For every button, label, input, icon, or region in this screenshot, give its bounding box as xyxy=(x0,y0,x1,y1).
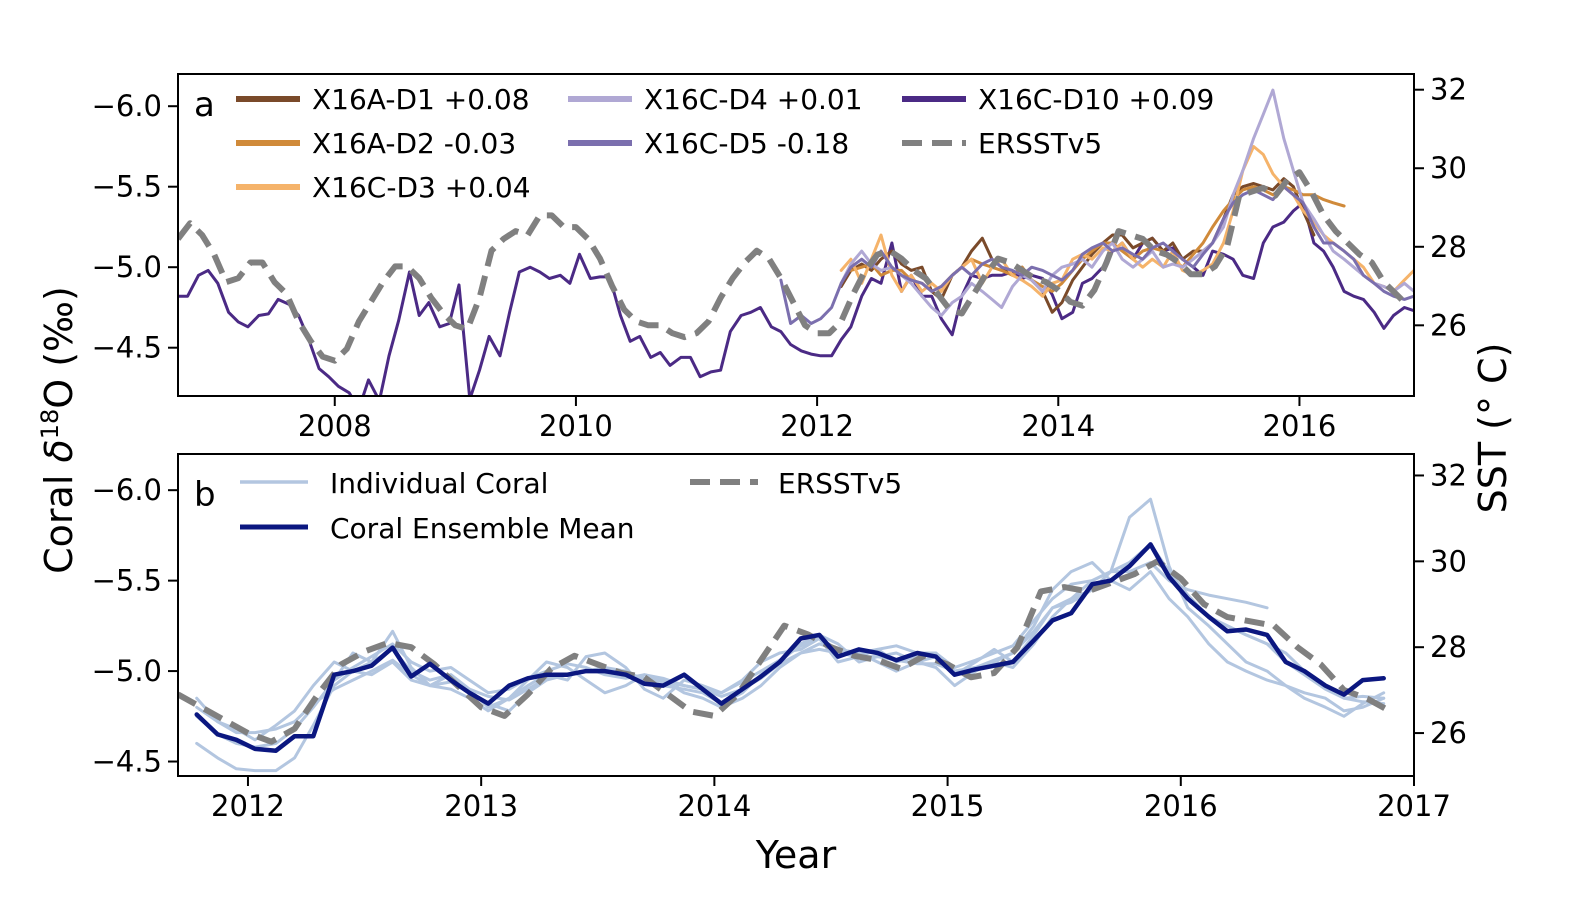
legend-label-x16a-d1: X16A-D1 +0.08 xyxy=(312,83,530,116)
x-tick-label-b: 2012 xyxy=(211,789,285,823)
y2-tick-label-a: 26 xyxy=(1430,308,1467,342)
panel-b-ticks: 2012 2013 2014 2015 2016 2017 −6.0 −5.5 −5.0 −4.5… xyxy=(92,458,1467,823)
x-axis-title: Year xyxy=(755,833,837,877)
y2-tick-label-b: 28 xyxy=(1430,630,1467,664)
legend-label-ersstv5-b: ERSSTv5 xyxy=(778,467,902,500)
legend-label-individual-coral: Individual Coral xyxy=(330,467,548,500)
series-line-a-x16a-d1-0-08 xyxy=(839,177,1316,314)
series-line-b-coral-ensemble-mean xyxy=(194,542,1386,753)
legend-label-ensemble-mean: Coral Ensemble Mean xyxy=(330,512,635,545)
x-tick-label-b: 2014 xyxy=(677,789,751,823)
panel-a-frame xyxy=(177,73,1415,397)
left-y-axis-title-prefix: Coral xyxy=(37,463,81,574)
series-line-a-x16c-d4-0-01 xyxy=(839,88,1414,317)
panel-a-ticks: 2008 2010 2012 2014 2016 −6.0 −5.5 −5.0 −4.5 26 28… xyxy=(92,73,1467,443)
series-line-b-coral-4 xyxy=(332,561,1269,695)
left-y-axis-title-suffix: O (‰) xyxy=(37,286,81,409)
y-tick-label-a: −5.0 xyxy=(92,250,162,284)
legend-label-x16c-d4: X16C-D4 +0.01 xyxy=(644,83,863,116)
legend-label-ersstv5-a: ERSSTv5 xyxy=(978,127,1102,160)
series-line-a-x16c-d5-0-18 xyxy=(779,185,1414,325)
legend-label-x16c-d3: X16C-D3 +0.04 xyxy=(312,171,531,204)
x-tick-label-b: 2013 xyxy=(444,789,518,823)
panel-b-letter: b xyxy=(194,475,216,515)
panel-a-legend: X16A-D1 +0.08 X16A-D2 -0.03 X16C-D3 +0.0… xyxy=(236,83,1214,204)
x-tick-label-a: 2008 xyxy=(298,409,372,443)
left-y-axis-title-sup: 18 xyxy=(36,409,64,440)
y-tick-label-b: −5.0 xyxy=(92,654,162,688)
legend-label-x16c-d5: X16C-D5 -0.18 xyxy=(644,127,849,160)
x-tick-label-a: 2012 xyxy=(780,409,854,443)
y2-tick-label-a: 28 xyxy=(1430,230,1467,264)
left-y-axis-title-delta: δ xyxy=(37,439,81,462)
panel-a: 2008 2010 2012 2014 2016 −6.0 −5.5 −5.0 −4.5 26 28… xyxy=(92,73,1467,443)
panel-b-legend: Individual Coral Coral Ensemble Mean ERS… xyxy=(240,467,902,545)
panel-b-frame xyxy=(177,453,1415,777)
y2-tick-label-a: 30 xyxy=(1430,151,1467,185)
x-tick-label-b: 2015 xyxy=(911,789,985,823)
series-line-b-ersstv5 xyxy=(178,558,1393,745)
y2-tick-label-a: 32 xyxy=(1430,73,1467,107)
series-line-a-x16c-d10-0-09 xyxy=(178,201,1414,396)
panel-b: 2012 2013 2014 2015 2016 2017 −6.0 −5.5 −5.0 −4.5… xyxy=(92,453,1467,823)
series-line-a-ersstv5 xyxy=(178,169,1411,364)
y-tick-label-b: −4.5 xyxy=(92,745,162,779)
left-y-axis-title: Coral δ18O (‰) xyxy=(36,286,81,574)
x-tick-label-a: 2014 xyxy=(1021,409,1095,443)
panel-b-lines xyxy=(178,497,1393,773)
y2-tick-label-b: 32 xyxy=(1430,458,1467,492)
panel-b-series xyxy=(178,497,1393,773)
x-tick-label-b: 2016 xyxy=(1144,789,1218,823)
y-tick-label-a: −6.0 xyxy=(92,89,162,123)
series-line-b-coral-3 xyxy=(195,542,1386,735)
y-tick-label-a: −4.5 xyxy=(92,331,162,365)
x-tick-label-a: 2016 xyxy=(1263,409,1337,443)
panel-a-series xyxy=(178,88,1414,396)
y2-tick-label-b: 30 xyxy=(1430,544,1467,578)
y-tick-label-a: −5.5 xyxy=(92,170,162,204)
legend-label-x16c-d10: X16C-D10 +0.09 xyxy=(978,83,1214,116)
legend-label-x16a-d2: X16A-D2 -0.03 xyxy=(312,127,516,160)
y-tick-label-b: −5.5 xyxy=(92,564,162,598)
right-y-axis-title: SST (° C) xyxy=(1471,343,1515,514)
panel-a-letter: a xyxy=(194,85,215,125)
x-tick-label-b: 2017 xyxy=(1377,789,1451,823)
panel-a-lines xyxy=(178,88,1414,396)
y2-tick-label-b: 26 xyxy=(1430,716,1467,750)
y-tick-label-b: −6.0 xyxy=(92,473,162,507)
x-tick-label-a: 2010 xyxy=(539,409,613,443)
